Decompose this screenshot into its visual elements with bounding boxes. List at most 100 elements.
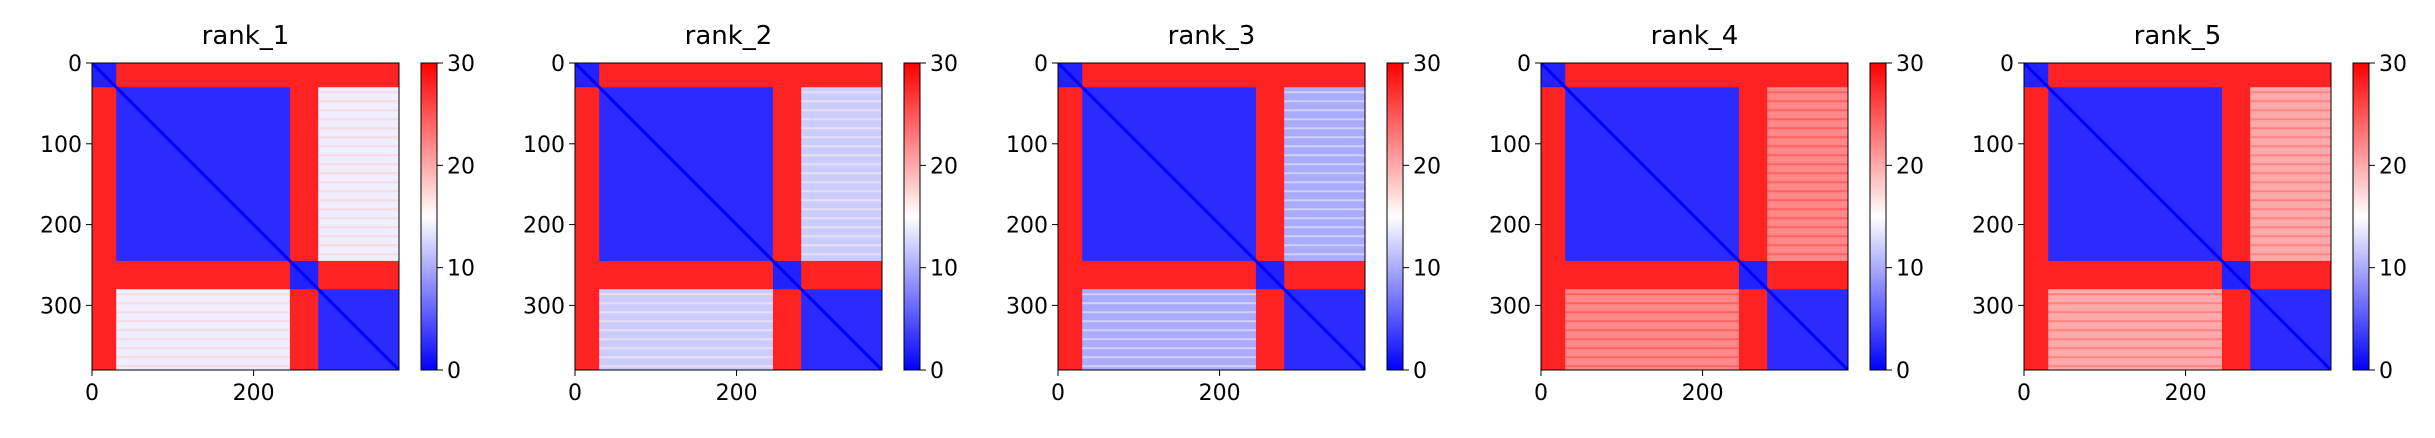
heatmap-stripe <box>318 190 399 193</box>
colorbar-tick-label: 10 <box>1413 257 1441 282</box>
y-tick-label: 100 <box>1489 133 1531 158</box>
heatmap-diagonal <box>2024 63 2331 370</box>
y-tick-label: 300 <box>523 294 565 319</box>
heatmap-stripe <box>2048 338 2222 341</box>
heatmap-stripe <box>801 181 882 184</box>
heatmap-stripe <box>599 338 773 341</box>
x-tick-label: 0 <box>568 381 582 406</box>
heatmap-stripe <box>2048 347 2222 350</box>
heatmap-stripe <box>318 244 399 247</box>
heatmap-block-2-1 <box>1565 260 1740 290</box>
heatmap-stripe <box>801 163 882 166</box>
axes-frame <box>2023 62 2332 371</box>
heatmap-stripe <box>801 190 882 193</box>
y-tick-label: 300 <box>1489 294 1531 319</box>
heatmap-block-0-2 <box>289 63 319 88</box>
heatmap-stripe <box>801 235 882 238</box>
heatmap-diagonal <box>92 63 399 370</box>
heatmap-stripe <box>318 172 399 175</box>
heatmap-block-1-0 <box>1541 87 1566 262</box>
colorbar-tick-label: 0 <box>447 359 461 384</box>
heatmap-stripe <box>1565 311 1739 314</box>
heatmap-stripe <box>2048 320 2222 323</box>
x-tick-label: 0 <box>2017 381 2031 406</box>
heatmap-stripe <box>1767 127 1848 130</box>
heatmap-block-0-3 <box>318 63 399 88</box>
heatmap-block-3-0 <box>2024 289 2049 370</box>
y-tick-label: 0 <box>551 52 565 77</box>
heatmap-stripe <box>318 127 399 130</box>
heatmap-stripe <box>2250 244 2331 247</box>
y-tick-label: 100 <box>1006 133 1048 158</box>
heatmap-stripe <box>116 338 290 341</box>
heatmap-stripe <box>801 226 882 229</box>
heatmap-stripe <box>1284 190 1365 193</box>
heatmap-block-3-0 <box>1541 289 1566 370</box>
heatmap-block-0-1 <box>116 63 291 88</box>
heatmap-block-0-1 <box>1565 63 1740 88</box>
heatmap-stripe <box>1082 320 1256 323</box>
colorbar-tick-label: 0 <box>930 359 944 384</box>
heatmap-stripe <box>1767 100 1848 103</box>
heatmap-block-3-0 <box>575 289 600 370</box>
heatmap-stripe <box>1767 226 1848 229</box>
heatmap-block-3-2 <box>289 289 319 370</box>
heatmap-block-1-2 <box>1738 87 1768 262</box>
colorbar-tick-label: 10 <box>447 257 475 282</box>
heatmap-stripe <box>599 311 773 314</box>
axes-frame <box>574 62 883 371</box>
colorbar-tick-label: 30 <box>1413 52 1441 77</box>
heatmap-stripe <box>801 217 882 220</box>
heatmap-block-2-3 <box>801 260 882 290</box>
x-tick-label: 200 <box>233 381 275 406</box>
heatmap-stripe <box>1284 181 1365 184</box>
heatmap-stripe <box>116 347 290 350</box>
heatmap-diagonal <box>575 63 882 370</box>
heatmap-stripe <box>2250 109 2331 112</box>
heatmap-stripe <box>1767 217 1848 220</box>
colorbar-tick-label: 30 <box>1896 52 1924 77</box>
heatmap-block-1-0 <box>575 87 600 262</box>
heatmap-block-1-0 <box>2024 87 2049 262</box>
heatmap-stripe <box>1767 181 1848 184</box>
heatmap-stripe <box>318 118 399 121</box>
heatmap-panel-4: rank_4 0 100 200 300 0 200 0 10 20 30 <box>1489 21 1924 406</box>
heatmap-block-0-3 <box>1767 63 1848 88</box>
heatmap-stripe <box>1284 235 1365 238</box>
heatmap-stripe <box>1284 136 1365 139</box>
heatmap-stripe <box>318 91 399 94</box>
heatmap-stripe <box>2250 181 2331 184</box>
chart-title: rank_5 <box>2134 21 2222 51</box>
chart-title: rank_1 <box>202 21 290 51</box>
heatmap-stripe <box>801 118 882 121</box>
colorbar-tick-label: 10 <box>2379 257 2407 282</box>
x-tick-label: 200 <box>1682 381 1724 406</box>
heatmap-block-0-3 <box>801 63 882 88</box>
heatmap-block-1-2 <box>289 87 319 262</box>
x-tick-label: 200 <box>2165 381 2207 406</box>
heatmap-stripe <box>801 208 882 211</box>
heatmap-stripe <box>801 154 882 157</box>
colorbar-tick-label: 10 <box>930 257 958 282</box>
y-tick-label: 0 <box>1517 52 1531 77</box>
heatmap-panel-5: rank_5 0 100 200 300 0 200 0 10 20 30 <box>1972 21 2407 406</box>
heatmap-stripe <box>1284 217 1365 220</box>
y-tick-label: 200 <box>1006 214 1048 239</box>
heatmap-block-2-1 <box>2048 260 2223 290</box>
heatmap-stripe <box>318 208 399 211</box>
heatmap-stripe <box>801 136 882 139</box>
colorbar-tick-label: 30 <box>447 52 475 77</box>
heatmap-block-1-3 <box>1284 87 1365 262</box>
heatmap-stripe <box>801 100 882 103</box>
heatmap-stripe <box>2250 118 2331 121</box>
heatmap-stripe <box>1284 199 1365 202</box>
heatmap-stripe <box>318 181 399 184</box>
heatmap-stripe <box>2048 311 2222 314</box>
heatmap-stripe <box>1767 154 1848 157</box>
colorbar-tick-label: 10 <box>1896 257 1924 282</box>
heatmap-stripe <box>318 226 399 229</box>
heatmap-stripe <box>1767 109 1848 112</box>
heatmap-stripe <box>1284 253 1365 256</box>
x-tick-label: 0 <box>85 381 99 406</box>
heatmap-block-0-1 <box>1082 63 1257 88</box>
